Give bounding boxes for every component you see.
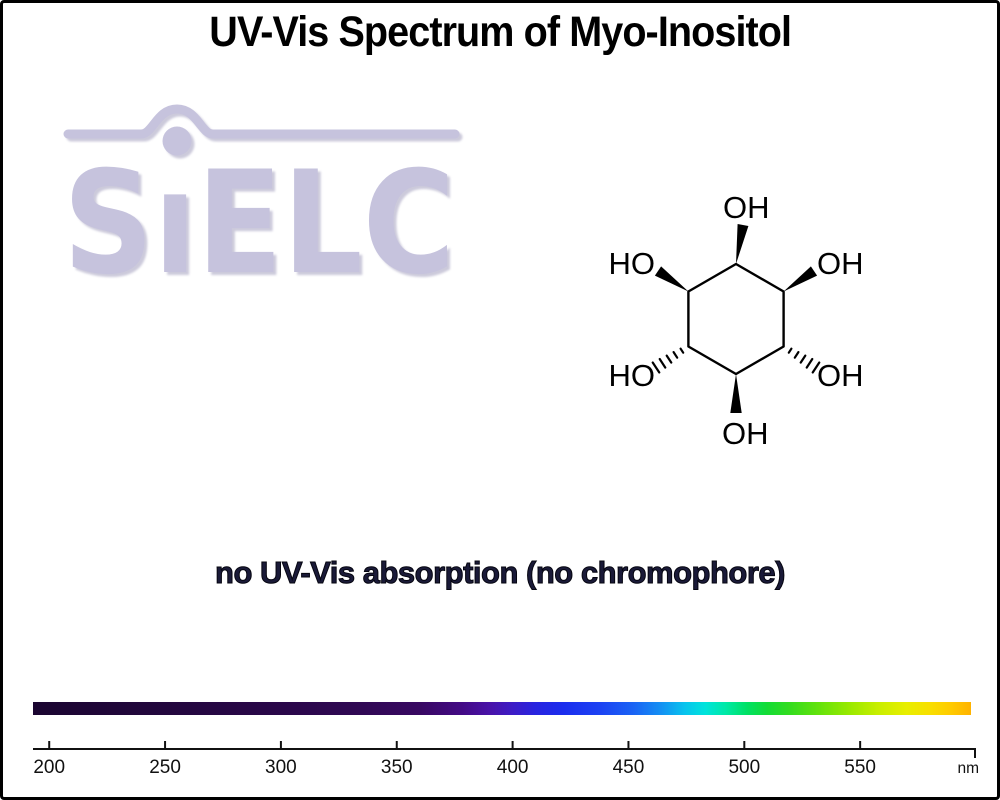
- oh-label-upper-left: HO: [609, 246, 656, 281]
- oh-label-lower-right: OH: [817, 358, 864, 393]
- axis-unit-label: nm: [957, 760, 979, 777]
- hash-bond-lower-left: [651, 347, 685, 374]
- tick-label: 400: [497, 757, 529, 778]
- logo-i-dot: [162, 126, 192, 156]
- cyclohexane-ring: [687, 262, 785, 376]
- tick-label: 450: [613, 757, 645, 778]
- page-title: UV-Vis Spectrum of Myo-Inositol: [3, 11, 997, 54]
- no-absorption-caption: no UV-Vis absorption (no chromophore): [215, 555, 786, 591]
- oh-label-upper-right: OH: [817, 246, 864, 281]
- tick-label: 200: [33, 757, 65, 778]
- molecule-structure: OH HO OH HO OH OH: [609, 190, 864, 451]
- logo-wordmark: SıELC: [63, 141, 455, 280]
- wedge-bond-top: [736, 224, 749, 264]
- tick-label: 250: [149, 757, 181, 778]
- spectrum-bar: [33, 702, 971, 715]
- oh-label-top: OH: [723, 190, 770, 225]
- sielc-logo: SıELC: [63, 104, 460, 280]
- wedge-bond-bottom: [730, 374, 742, 413]
- tick-label: 350: [381, 757, 413, 778]
- oh-label-bottom: OH: [722, 416, 769, 451]
- tick-label: 500: [728, 757, 760, 778]
- tick-label: 550: [844, 757, 876, 778]
- wedge-bond-upper-right: [783, 266, 818, 292]
- hash-bond-lower-right: [787, 347, 821, 374]
- chromatogram-peak-icon: [63, 104, 460, 139]
- page-title-text: UV-Vis Spectrum of Myo-Inositol: [209, 8, 792, 56]
- wavelength-axis: 200 250 300 350 400 450 500 550 nm: [33, 741, 979, 778]
- wedge-bond-upper-left: [654, 266, 689, 292]
- tick-label: 300: [265, 757, 297, 778]
- oh-label-lower-left: HO: [609, 358, 656, 393]
